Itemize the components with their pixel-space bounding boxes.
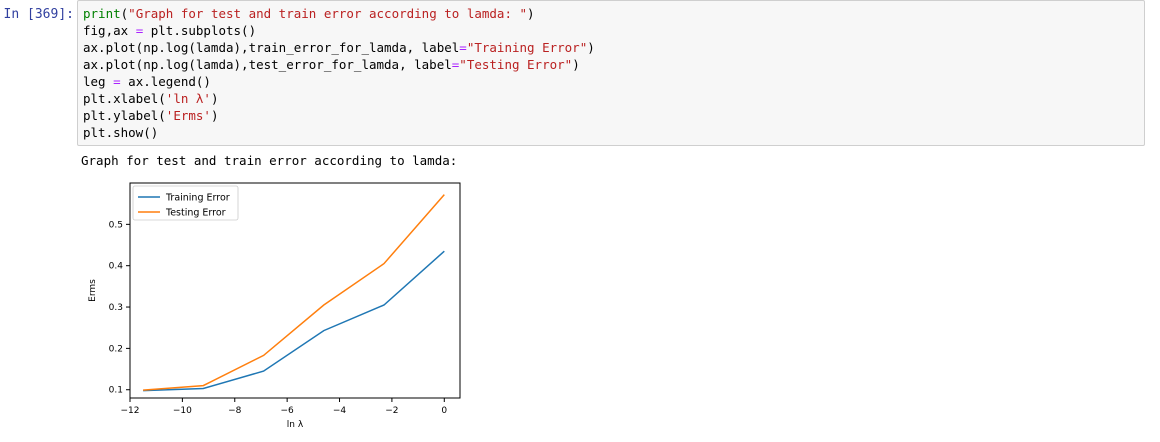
x-tick-label: −6 (281, 406, 295, 416)
code-token: = (135, 23, 144, 38)
x-tick-label: −4 (333, 406, 347, 416)
code-line: ax.plot(np.log(lamda),test_error_for_lam… (83, 56, 1139, 73)
y-tick-label: 0.3 (109, 303, 123, 313)
legend-label: Training Error (165, 193, 230, 204)
code-token: ) (587, 40, 595, 55)
code-token: = (113, 74, 121, 89)
code-token: print (83, 6, 121, 21)
code-token: ax.plot(np.log(lamda),train_error_for_la… (83, 40, 460, 55)
code-token: ax.plot(np.log(lamda),test_error_for_lam… (83, 57, 452, 72)
series-line-training-error (143, 250, 445, 392)
cell-output-text: Graph for test and train error according… (81, 153, 458, 168)
plot-frame (129, 182, 461, 399)
code-line: plt.show() (83, 124, 1139, 141)
y-tick-label: 0.4 (109, 262, 124, 272)
code-token: ax.legend() (120, 74, 211, 89)
code-token: ) (527, 6, 535, 21)
x-tick-label: −12 (121, 406, 140, 416)
code-token: = (451, 57, 460, 72)
code-token: "Graph for test and train error accordin… (128, 6, 528, 21)
code-line: fig,ax = plt.subplots() (83, 22, 1139, 39)
x-tick-label: 0 (441, 406, 447, 416)
cell-prompt: In [369]: (3, 7, 74, 22)
code-token: ) (572, 57, 580, 72)
code-line: leg = ax.legend() (83, 73, 1139, 90)
code-token: = (459, 40, 467, 55)
x-tick-label: −2 (385, 406, 398, 416)
y-tick-label: 0.5 (109, 220, 123, 230)
code-token: plt.subplots() (143, 23, 257, 38)
x-tick-label: −8 (228, 406, 242, 416)
code-token: ) (210, 108, 219, 123)
code-line: plt.xlabel('ln λ') (83, 90, 1139, 107)
y-tick-label: 0.1 (109, 386, 123, 396)
code-token: 'Erms' (165, 108, 211, 123)
code-token: ) (210, 91, 219, 106)
code-line: plt.ylabel('Erms') (83, 107, 1139, 124)
code-token: ( (120, 6, 129, 21)
x-tick-label: −10 (173, 406, 192, 416)
code-line: ax.plot(np.log(lamda),train_error_for_la… (83, 39, 1139, 56)
code-line: print("Graph for test and train error ac… (83, 5, 1139, 22)
code-lines: print("Graph for test and train error ac… (83, 5, 1139, 141)
code-token: plt.xlabel( (83, 91, 166, 106)
line-chart: −12 −10 −8 −6 −4 −2 0 0.1 0.2 0.3 0.4 0.5 ln λ Erms Tr… (88, 182, 461, 430)
code-token: leg (83, 74, 114, 89)
code-token: plt.ylabel( (83, 108, 166, 123)
code-token: "Testing Error" (459, 57, 573, 72)
series-line-testing-error (143, 194, 445, 391)
code-cell-editor[interactable]: print("Graph for test and train error ac… (77, 0, 1145, 146)
legend-label: Testing Error (165, 208, 226, 219)
y-tick-label: 0.2 (109, 344, 123, 354)
code-token: "Training Error" (466, 40, 588, 55)
code-token: fig,ax (83, 23, 136, 38)
code-token: 'ln λ' (165, 91, 211, 106)
code-token: plt.show() (83, 125, 159, 140)
y-axis-label: Erms (88, 279, 98, 302)
x-axis-label: ln λ (287, 420, 304, 430)
output-plot: −12 −10 −8 −6 −4 −2 0 0.1 0.2 0.3 0.4 0.5 ln λ Erms Tr… (80, 176, 480, 438)
